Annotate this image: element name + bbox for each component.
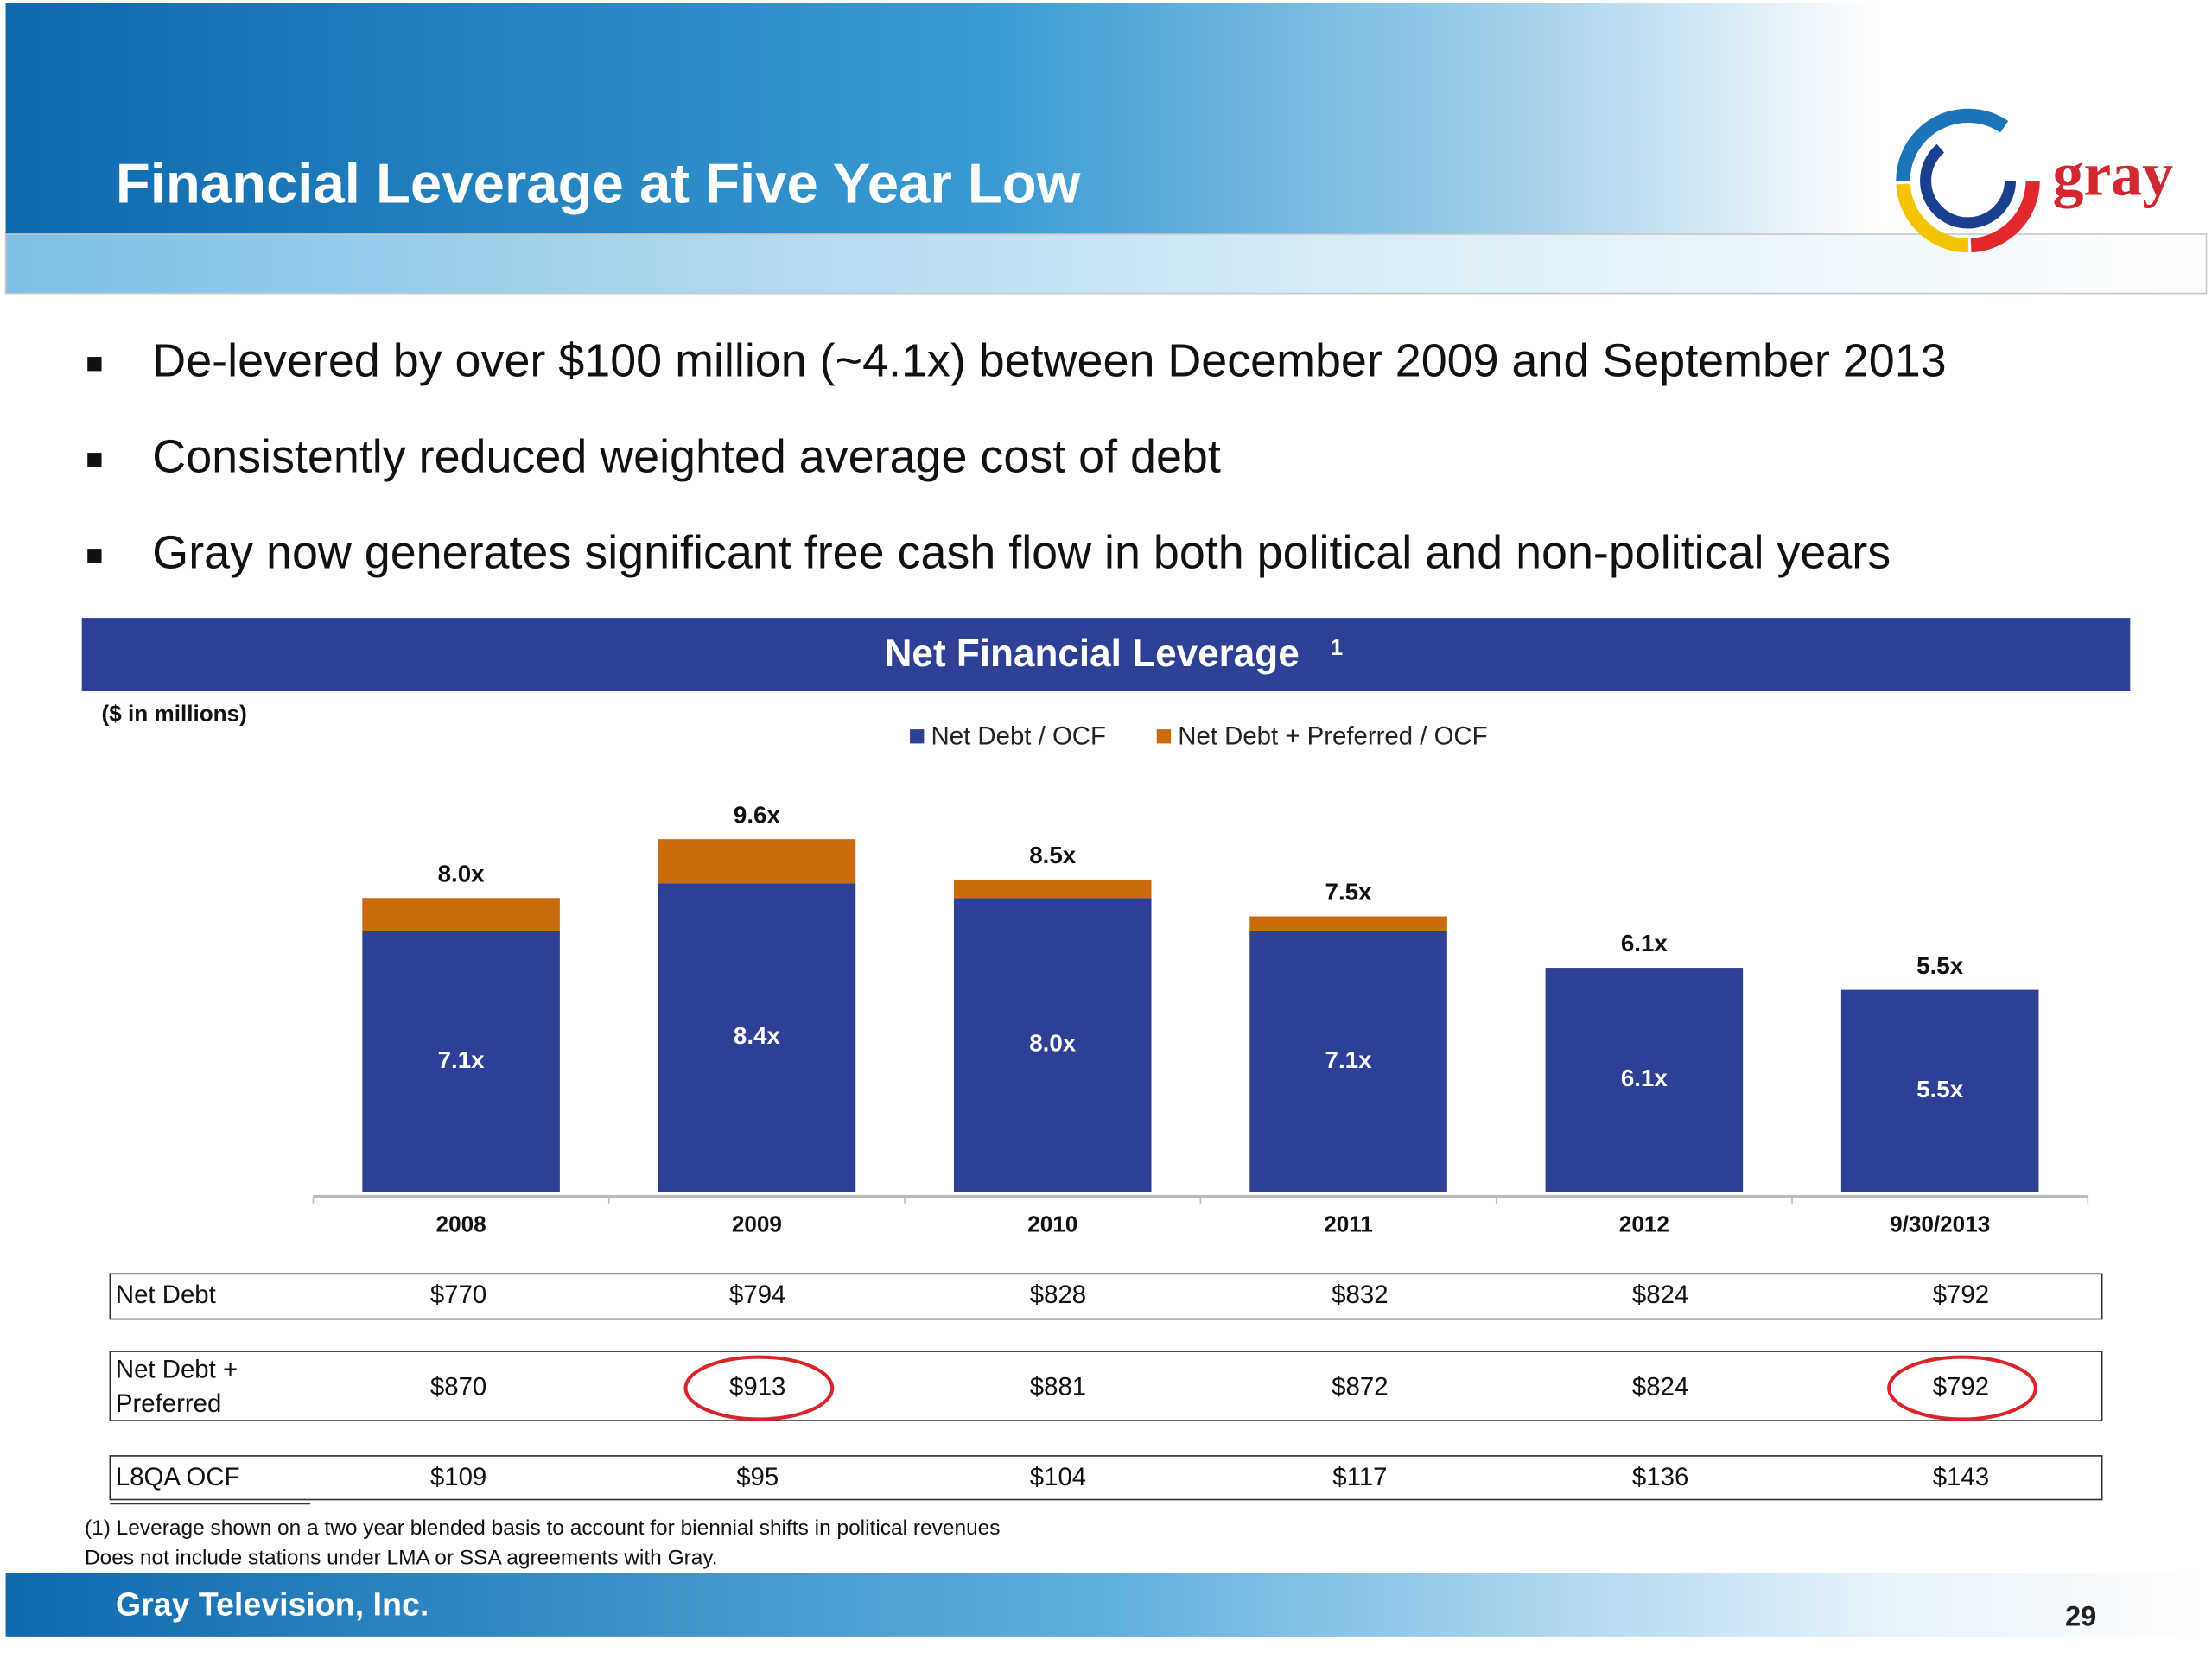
- table-cell: $881: [1030, 1372, 1086, 1401]
- bar-segment: [362, 898, 560, 931]
- logo-arc: [1896, 108, 2040, 253]
- bullet-text: Consistently reduced weighted average co…: [152, 430, 1221, 482]
- bar-segment: [658, 883, 856, 1192]
- bar-segment: [362, 931, 560, 1192]
- table-row-box: [109, 1455, 2103, 1501]
- table-cell: $104: [1030, 1463, 1086, 1491]
- table-row-label: Net Debt: [116, 1281, 216, 1309]
- bar-total-label: 6.1x: [1621, 930, 1669, 957]
- x-tick-label: 9/30/2013: [1890, 1211, 1990, 1237]
- bar-total-label: 5.5x: [1916, 952, 1964, 979]
- bullet-marker: [87, 453, 102, 467]
- bar-segment: [1249, 931, 1447, 1192]
- bar-total-label: 8.5x: [1029, 842, 1077, 868]
- slide-title: Financial Leverage at Five Year Low: [116, 151, 1081, 214]
- x-tick-label: 2008: [436, 1211, 486, 1237]
- logo-text: gray: [2053, 139, 2174, 208]
- legend-label: Net Debt + Preferred / OCF: [1178, 722, 1487, 751]
- legend-label: Net Debt / OCF: [931, 722, 1106, 751]
- bar-segment: [953, 879, 1152, 899]
- bar-segment: [1840, 989, 2039, 1192]
- table-cell: $95: [736, 1463, 779, 1491]
- table-cell: $770: [430, 1281, 486, 1309]
- bar-total-label: 8.0x: [438, 860, 486, 887]
- chart-title-note: 1: [1331, 634, 1344, 660]
- table-cell: $872: [1332, 1372, 1388, 1401]
- table-cell: $870: [430, 1372, 486, 1401]
- bar-value-label: 8.0x: [1029, 1030, 1077, 1057]
- table-row-box: [109, 1351, 2103, 1421]
- header-strip: [4, 233, 2208, 295]
- logo-arc: [1920, 132, 2017, 229]
- highlight-circle: [1887, 1355, 2037, 1421]
- footer-text: Gray Television, Inc.: [116, 1586, 429, 1623]
- x-tick-label: 2009: [732, 1211, 782, 1237]
- footnote: (1) Leverage shown on a two year blended…: [85, 1516, 1001, 1540]
- bar-segment: [1249, 916, 1447, 931]
- table-cell: $792: [1933, 1372, 1989, 1401]
- bar-segment: [658, 839, 856, 884]
- bar-segment: [1545, 968, 1744, 1192]
- table-cell: $109: [430, 1463, 486, 1491]
- table-row-label: Preferred: [116, 1389, 221, 1418]
- bar-segment: [953, 898, 1152, 1192]
- table-cell: $117: [1332, 1463, 1387, 1491]
- logo: gray: [1896, 108, 2174, 253]
- table-cell: $136: [1632, 1463, 1688, 1491]
- bar-value-label: 7.1x: [1325, 1046, 1373, 1073]
- table-row-label: L8QA OCF: [116, 1463, 240, 1491]
- footnote: Does not include stations under LMA or S…: [85, 1547, 718, 1570]
- bullet-marker: [87, 357, 102, 372]
- units-note: ($ in millions): [102, 701, 247, 727]
- highlight-circle: [683, 1355, 835, 1421]
- page-number: 29: [2065, 1599, 2096, 1631]
- table-cell: $824: [1632, 1281, 1688, 1309]
- bar-value-label: 7.1x: [438, 1046, 486, 1073]
- table-cell: $913: [729, 1372, 785, 1401]
- chart-title: Net Financial Leverage: [885, 632, 1300, 675]
- logo-arc: [1896, 108, 2040, 253]
- x-tick-label: 2011: [1324, 1211, 1373, 1237]
- header-band: [5, 3, 2207, 238]
- legend-swatch: [910, 729, 925, 744]
- bullet-text: De-levered by over $100 million (~4.1x) …: [152, 334, 1946, 386]
- table-row-label: Net Debt +: [116, 1356, 238, 1384]
- table-cell: $824: [1632, 1372, 1688, 1401]
- bar-value-label: 8.4x: [734, 1022, 781, 1049]
- bar-total-label: 9.6x: [734, 801, 781, 828]
- table-cell: $143: [1933, 1463, 1989, 1491]
- table-cell: $792: [1933, 1281, 1989, 1309]
- table-cell: $832: [1332, 1281, 1388, 1309]
- bullet-marker: [87, 549, 102, 563]
- bar-total-label: 7.5x: [1325, 879, 1373, 906]
- bar-value-label: 5.5x: [1916, 1076, 1964, 1103]
- logo-arc: [1896, 108, 2040, 253]
- table-cell: $828: [1030, 1281, 1086, 1309]
- legend-swatch: [1156, 729, 1172, 744]
- chart-header: [81, 618, 2131, 691]
- bullet-text: Gray now generates significant free cash…: [152, 526, 1891, 578]
- x-tick-label: 2012: [1619, 1211, 1669, 1237]
- table-row-box: [109, 1273, 2103, 1320]
- footer-band: [5, 1573, 2207, 1637]
- table-cell: $794: [729, 1281, 785, 1309]
- bar-value-label: 6.1x: [1621, 1065, 1669, 1091]
- x-tick-label: 2010: [1027, 1211, 1077, 1237]
